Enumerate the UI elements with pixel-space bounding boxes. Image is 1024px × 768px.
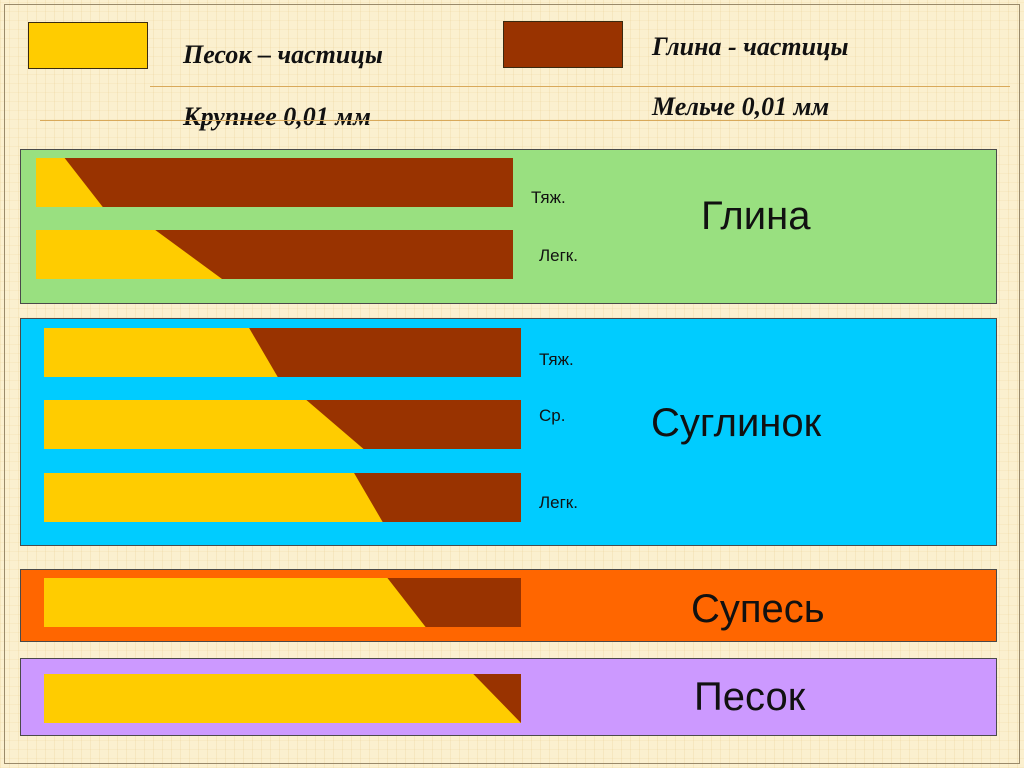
suglinok-panel: Тяж. Ср. Легк. Суглинок	[20, 318, 997, 546]
panel-title: Песок	[694, 675, 806, 719]
glina-panel: Тяж. Легк. Глина	[20, 149, 997, 304]
composition-bar	[36, 158, 513, 207]
bar-label-light: Легк.	[539, 493, 578, 512]
sand-legend-description: Крупнее 0,01 мм	[183, 102, 371, 131]
supes-panel: Супесь	[20, 569, 997, 642]
panel-title: Суглинок	[651, 401, 822, 445]
panel-title: Глина	[701, 194, 811, 238]
bar-label-medium: Ср.	[539, 406, 566, 425]
sand-fraction	[36, 230, 223, 279]
decorative-rule	[40, 120, 1010, 121]
sand-fraction	[36, 158, 103, 207]
composition-bar	[36, 230, 513, 279]
sand-fraction	[44, 674, 521, 723]
bar-label-heavy: Тяж.	[539, 350, 574, 369]
composition-bar	[44, 400, 521, 449]
clay-legend-swatch	[503, 21, 623, 68]
sand-fraction	[44, 473, 383, 522]
bar-label-light: Легк.	[539, 246, 578, 265]
sand-legend-label: Песок – частицы	[183, 40, 383, 69]
sand-fraction	[44, 328, 278, 377]
panel-title: Супесь	[691, 587, 825, 631]
composition-bar	[44, 328, 521, 377]
composition-bar	[44, 674, 521, 723]
composition-bar	[44, 473, 521, 522]
sand-legend-swatch	[28, 22, 148, 69]
composition-bar	[44, 578, 521, 627]
sand-fraction	[44, 578, 426, 627]
slide-frame	[4, 4, 1020, 764]
bar-label-heavy: Тяж.	[531, 188, 566, 207]
clay-fraction	[36, 158, 513, 207]
clay-legend-label: Глина - частицы	[652, 32, 849, 61]
sand-fraction	[44, 400, 364, 449]
clay-legend-description: Мельче 0,01 мм	[652, 92, 830, 121]
decorative-rule	[150, 86, 1010, 87]
pesok-panel: Песок	[20, 658, 997, 736]
